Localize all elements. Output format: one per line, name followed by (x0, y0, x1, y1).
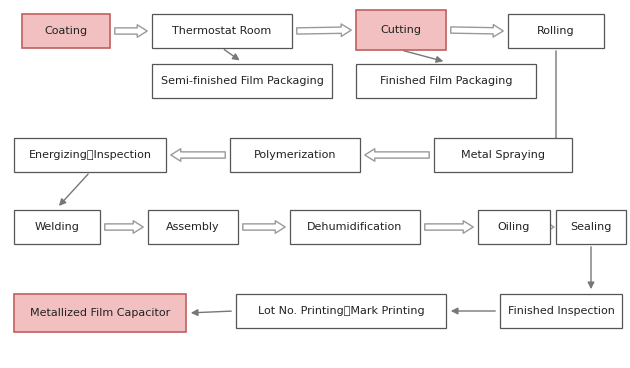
FancyBboxPatch shape (356, 64, 536, 98)
Text: Energizing、Inspection: Energizing、Inspection (28, 150, 151, 160)
FancyBboxPatch shape (508, 14, 604, 48)
FancyBboxPatch shape (14, 138, 166, 172)
Text: Polymerization: Polymerization (254, 150, 336, 160)
Text: Semi-finished Film Packaging: Semi-finished Film Packaging (161, 76, 323, 86)
Text: Finished Film Packaging: Finished Film Packaging (380, 76, 512, 86)
FancyBboxPatch shape (290, 210, 420, 244)
Text: Thermostat Room: Thermostat Room (173, 26, 272, 36)
Text: Assembly: Assembly (166, 222, 220, 232)
Text: Welding: Welding (35, 222, 79, 232)
Text: Sealing: Sealing (570, 222, 612, 232)
Text: Rolling: Rolling (537, 26, 575, 36)
Text: Lot No. Printing、Mark Printing: Lot No. Printing、Mark Printing (258, 306, 425, 316)
FancyBboxPatch shape (500, 294, 622, 328)
FancyBboxPatch shape (556, 210, 626, 244)
FancyBboxPatch shape (152, 14, 292, 48)
Text: Metallized Film Capacitor: Metallized Film Capacitor (30, 308, 170, 318)
Text: Coating: Coating (45, 26, 88, 36)
FancyBboxPatch shape (434, 138, 572, 172)
FancyBboxPatch shape (356, 10, 446, 50)
Text: Finished Inspection: Finished Inspection (508, 306, 614, 316)
FancyBboxPatch shape (152, 64, 332, 98)
Text: Dehumidification: Dehumidification (307, 222, 403, 232)
FancyBboxPatch shape (230, 138, 360, 172)
FancyBboxPatch shape (14, 210, 100, 244)
FancyBboxPatch shape (148, 210, 238, 244)
Text: Oiling: Oiling (498, 222, 530, 232)
FancyBboxPatch shape (14, 294, 186, 332)
Text: Metal Spraying: Metal Spraying (461, 150, 545, 160)
Text: Cutting: Cutting (381, 25, 421, 35)
FancyBboxPatch shape (478, 210, 550, 244)
FancyBboxPatch shape (236, 294, 446, 328)
FancyBboxPatch shape (22, 14, 110, 48)
